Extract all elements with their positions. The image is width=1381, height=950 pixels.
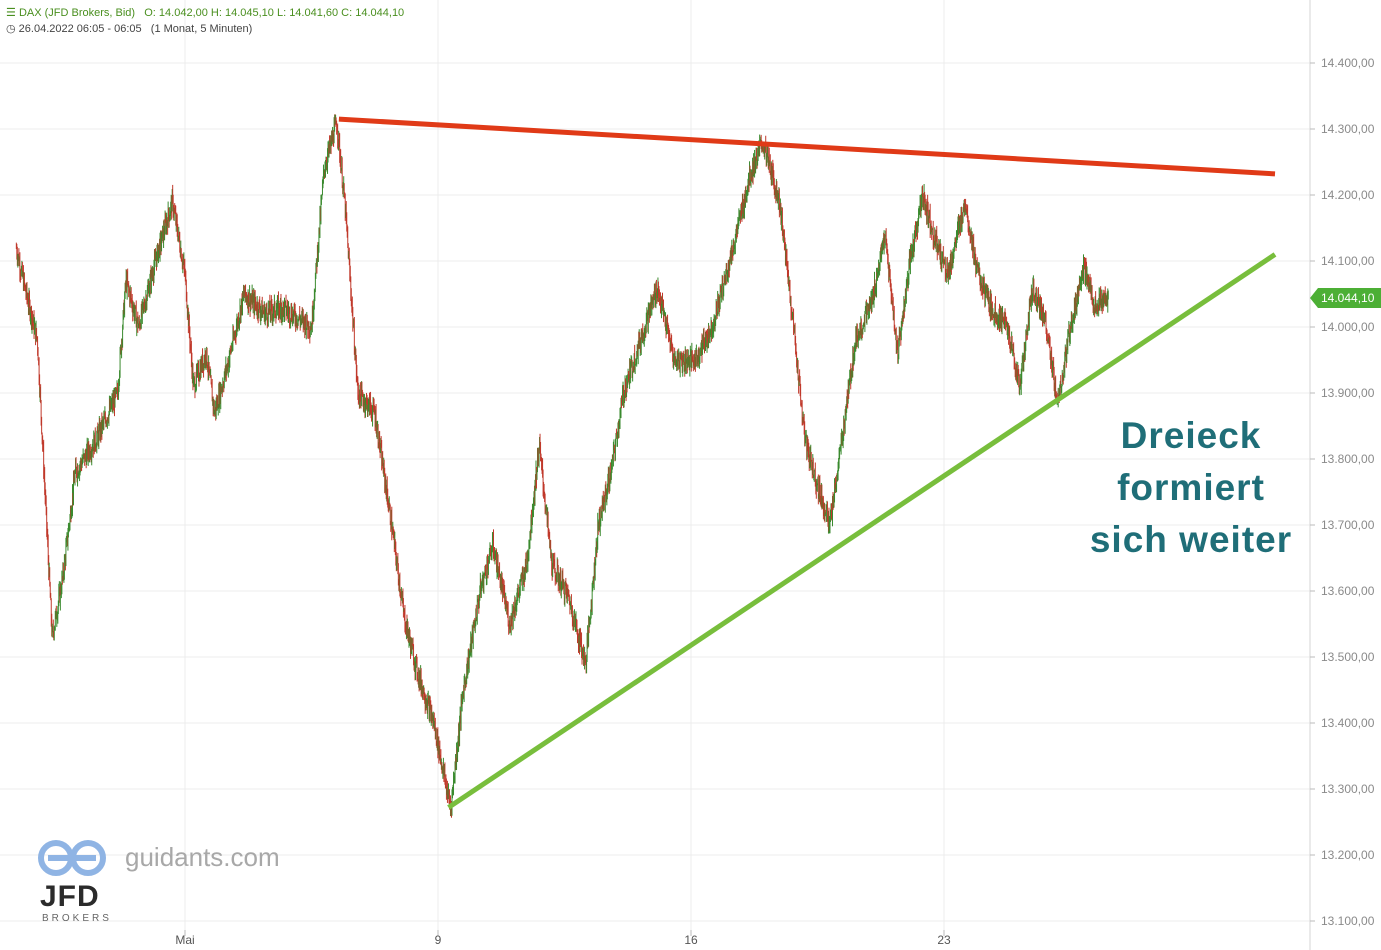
y-tick-label: 13.300,00 [1321,782,1375,796]
broker-logo-sub: BROKERS [42,913,112,924]
brand-name: guidants.com [125,842,280,872]
clock-icon: ◷ [6,23,16,35]
guidants-logo-icon [38,840,106,876]
y-tick-label: 13.800,00 [1321,452,1375,466]
annotation-line-2: formiert [1117,467,1265,508]
price-tag: 14.044,10 [1310,287,1381,308]
timeframe-info: ◷ 26.04.2022 06:05 - 06:05 (1 Monat, 5 M… [6,22,252,35]
y-tick-label: 13.600,00 [1321,584,1375,598]
y-tick-label: 14.000,00 [1321,320,1375,334]
y-tick-label: 13.900,00 [1321,386,1375,400]
x-tick-label: 16 [684,933,698,947]
y-tick-label: 13.700,00 [1321,518,1375,532]
y-tick-label: 14.100,00 [1321,254,1375,268]
y-tick-label: 13.400,00 [1321,716,1375,730]
trendlines [338,116,1277,810]
instrument-info: ☰ DAX (JFD Brokers, Bid) O: 14.042,00 H:… [6,6,404,19]
timeframe-period: (1 Monat, 5 Minuten) [150,23,253,35]
timeframe-range: 26.04.2022 06:05 - 06:05 [18,23,142,35]
ohlc-values: O: 14.042,00 H: 14.045,10 L: 14.041,60 C… [144,7,405,19]
x-tick-label: 9 [435,933,442,947]
instrument-name: DAX (JFD Brokers, Bid) [18,7,136,19]
price-tag-label: 14.044,10 [1321,291,1375,305]
broker-logo: JFD [40,880,100,913]
y-tick-label: 14.200,00 [1321,188,1375,202]
grid-lines [0,0,1310,930]
x-axis: Mai 9 16 23 [175,930,951,947]
price-tag-marker [1310,287,1381,308]
y-tick-label: 13.500,00 [1321,650,1375,664]
x-tick-label: Mai [175,933,194,947]
y-axis: 13.100,00 13.200,00 13.300,00 13.400,00 13.5… [1310,56,1375,928]
annotation-line-3: sich weiter [1089,519,1293,560]
y-tick-label: 13.100,00 [1321,914,1375,928]
chart-icon: ☰ [6,7,16,19]
annotation-line-1: Dreieck [1120,415,1262,456]
x-tick-label: 23 [937,933,951,947]
y-tick-label: 13.200,00 [1321,848,1375,862]
support-trendline [447,252,1277,810]
y-tick-label: 14.300,00 [1321,122,1375,136]
candlestick-series [15,114,1109,818]
resistance-trendline [338,116,1276,177]
y-tick-label: 14.400,00 [1321,56,1375,70]
chart-annotation: Dreieck formiert sich weiter [1060,410,1322,566]
